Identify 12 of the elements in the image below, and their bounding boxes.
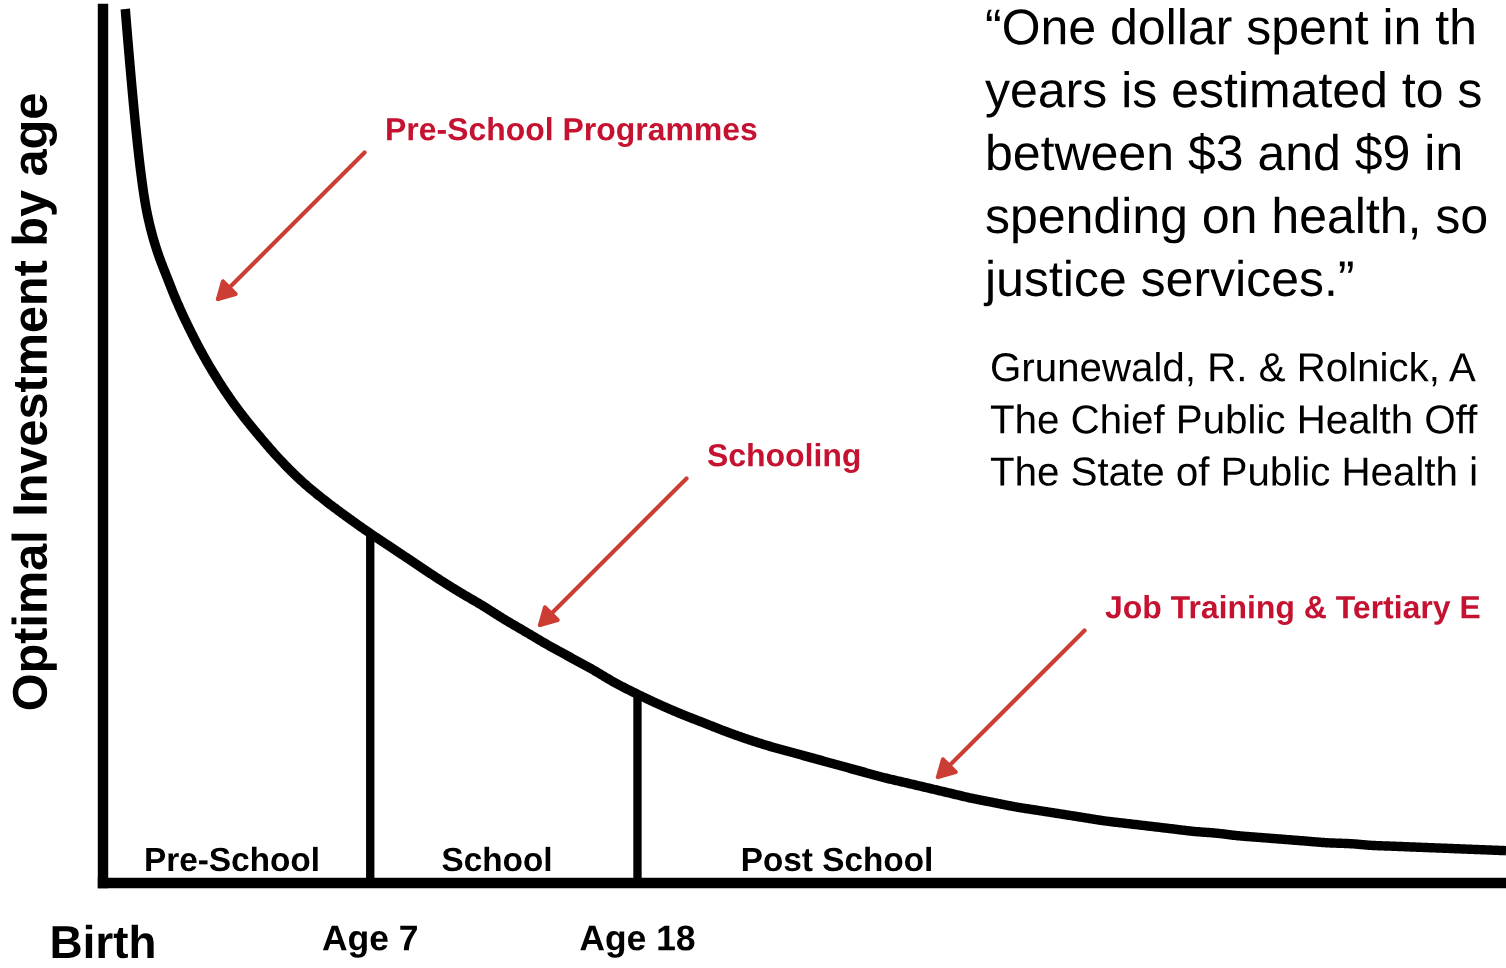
x-tick-label: Age 18 (580, 925, 695, 958)
annotation: Grunewald, R. & Rolnick, A The Chief Public Health Off The State of Public Health i (990, 352, 1478, 486)
annotation: Post School (742, 846, 931, 872)
annotation: School (442, 846, 551, 872)
annotation: Pre-School (146, 846, 318, 872)
annotation: “One dollar spent in th years is estimated to s between $3 and $9 in spending on health, so justice services.” (983, 8, 1487, 307)
x-tick-label: Birth (52, 924, 154, 959)
x-tick-label: Age 7 (322, 925, 417, 958)
annotation: Job Training & Tertiary E (1105, 595, 1480, 625)
annotation: Schooling (707, 443, 860, 473)
y-axis-title: Optimal Investment by age (11, 94, 57, 710)
annotation: Pre-School Programmes (387, 117, 757, 147)
